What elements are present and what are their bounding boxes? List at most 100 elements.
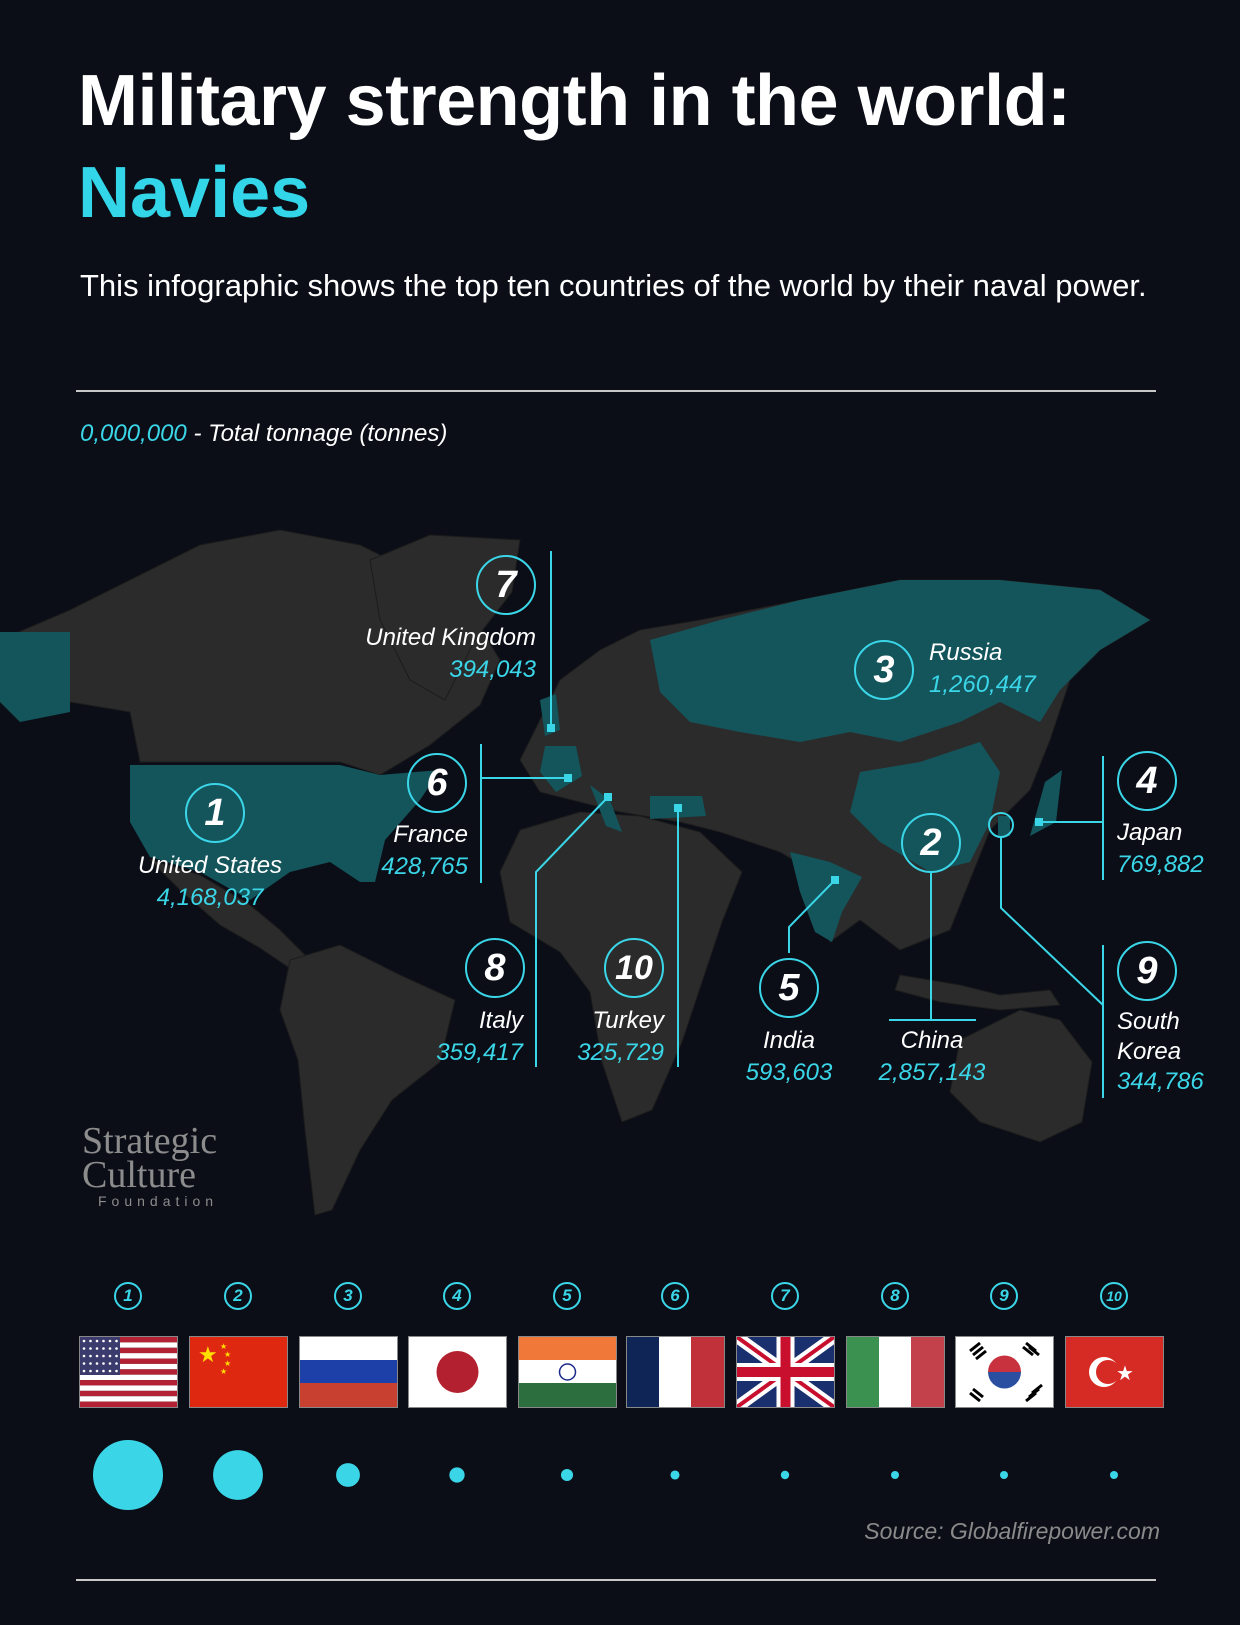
pin-japan xyxy=(1035,818,1043,826)
highlight-south-korea xyxy=(998,816,1010,836)
page-title-highlight: Navies xyxy=(78,153,311,233)
india-flag-icon xyxy=(518,1336,617,1408)
leader-line-india xyxy=(788,879,836,953)
rank-number-3: 3 xyxy=(334,1282,362,1310)
country-name-line1: South xyxy=(1117,1008,1180,1035)
rank-badge-us: 1 xyxy=(185,783,245,843)
country-name: Italy xyxy=(478,1007,523,1034)
highlight-alaska xyxy=(0,632,70,722)
pin-india xyxy=(831,876,839,884)
rank-badge-turkey: 10 xyxy=(604,938,664,998)
country-name-line2: Korea xyxy=(1117,1038,1182,1065)
tonnage-bubble-turkey xyxy=(1110,1471,1118,1479)
svg-text:★: ★ xyxy=(220,1342,227,1351)
svg-text:★: ★ xyxy=(220,1367,227,1376)
highlight-india xyxy=(790,852,862,942)
tonnage-value: 428,765 xyxy=(381,853,468,880)
highlight-japan xyxy=(1030,770,1062,836)
country-name: Japan xyxy=(1117,819,1183,846)
tonnage-value: 769,882 xyxy=(1117,851,1204,878)
legend-sample: 0,000,000 xyxy=(80,420,187,447)
rank-number-8: 8 xyxy=(881,1282,909,1310)
tonnage-value: 1,260,447 xyxy=(929,671,1036,698)
tonnage-bubble-japan xyxy=(449,1467,465,1483)
tonnage-value: 344,786 xyxy=(1117,1068,1204,1095)
rank-badge-india: 5 xyxy=(759,958,819,1018)
russia-flag-icon xyxy=(299,1336,398,1408)
country-name: United States xyxy=(137,852,283,879)
japan-flag-icon xyxy=(408,1336,507,1408)
rank-badge-uk: 7 xyxy=(476,555,536,615)
uk-flag-icon xyxy=(736,1336,835,1408)
leader-line-italy xyxy=(535,796,609,1067)
tonnage-bubble-france xyxy=(670,1470,680,1480)
rank-badge-south-korea: 9 xyxy=(1117,941,1177,1001)
pin-france xyxy=(564,774,572,782)
svg-text:★: ★ xyxy=(224,1359,231,1368)
land-australia xyxy=(949,1009,1093,1143)
south-korea-locator-circle xyxy=(988,812,1014,838)
country-name: India xyxy=(762,1027,816,1054)
highlight-italy xyxy=(590,785,622,832)
rank-number-1: 1 xyxy=(114,1282,142,1310)
tonnage-value: 593,603 xyxy=(745,1059,833,1086)
rank-badge-italy: 8 xyxy=(465,938,525,998)
marker-label-japan: Japan 769,882 xyxy=(1117,817,1204,881)
tonnage-value: 4,168,037 xyxy=(156,884,264,911)
marker-label-us: United States 4,168,037 xyxy=(138,850,282,914)
marker-label-russia: Russia 1,260,447 xyxy=(929,637,1036,701)
tonnage-bubbles xyxy=(93,1440,1118,1510)
marker-label-uk: United Kingdom 394,043 xyxy=(365,622,536,686)
leader-line-south-korea xyxy=(1000,837,1104,1006)
subtitle: This infographic shows the top ten count… xyxy=(80,268,1147,303)
watermark-line1: Strategic xyxy=(82,1120,218,1162)
country-name: France xyxy=(393,821,468,848)
divider-bottom xyxy=(76,1579,1156,1581)
rank-badge-russia: 3 xyxy=(854,640,914,700)
pin-turkey xyxy=(674,804,682,812)
legend-description: - Total tonnage (tonnes) xyxy=(193,420,448,447)
watermark-line3: Foundation xyxy=(98,1193,219,1209)
tonnage-value: 359,417 xyxy=(436,1039,523,1066)
svg-text:★: ★ xyxy=(198,1342,218,1367)
tonnage-bubble-russia xyxy=(336,1463,360,1487)
rank-number-10: 10 xyxy=(1100,1282,1128,1310)
country-name: Turkey xyxy=(592,1007,664,1034)
tonnage-bubble-united-kingdom xyxy=(780,1470,790,1480)
marker-label-china: China 2,857,143 xyxy=(879,1025,986,1089)
rank-badge-japan: 4 xyxy=(1117,751,1177,811)
country-name: Russia xyxy=(929,639,1003,666)
rank-badge-china: 2 xyxy=(901,813,961,873)
rank-badge-france: 6 xyxy=(407,753,467,813)
rank-number-2: 2 xyxy=(224,1282,252,1310)
rank-number-7: 7 xyxy=(771,1282,799,1310)
marker-label-france: France 428,765 xyxy=(381,819,468,883)
land-indonesia xyxy=(894,974,1061,1011)
tonnage-value: 2,857,143 xyxy=(878,1059,986,1086)
watermark-line2: Culture xyxy=(82,1154,196,1196)
tonnage-bubble-united-states xyxy=(93,1440,163,1510)
marker-label-italy: Italy 359,417 xyxy=(436,1005,523,1069)
france-flag-icon xyxy=(626,1336,725,1408)
us-flag-icon xyxy=(79,1336,178,1408)
watermark-logo: Strategic Culture Foundation xyxy=(82,1120,219,1210)
rank-number-5: 5 xyxy=(553,1282,581,1310)
country-name: China xyxy=(900,1027,964,1054)
tonnage-bubble-india xyxy=(560,1468,574,1482)
marker-label-india: India 593,603 xyxy=(746,1025,833,1089)
legend: 0,000,000 - Total tonnage (tonnes) xyxy=(80,420,447,448)
turkey-flag-icon: ★ xyxy=(1065,1336,1164,1408)
tonnage-value: 325,729 xyxy=(577,1039,664,1066)
country-name: United Kingdom xyxy=(365,624,536,651)
rank-number-6: 6 xyxy=(661,1282,689,1310)
pin-italy xyxy=(604,793,612,801)
land-south-america xyxy=(279,944,456,1216)
divider-top xyxy=(76,390,1156,392)
pin-uk xyxy=(547,724,555,732)
svg-text:★: ★ xyxy=(224,1350,231,1359)
source-credit: Source: Globalfirepower.com xyxy=(864,1518,1160,1544)
svg-text:★: ★ xyxy=(1116,1363,1134,1385)
china-flag-icon: ★ ★ ★ ★ ★ xyxy=(189,1336,288,1408)
italy-flag-icon xyxy=(846,1336,945,1408)
tonnage-value: 394,043 xyxy=(449,656,536,683)
